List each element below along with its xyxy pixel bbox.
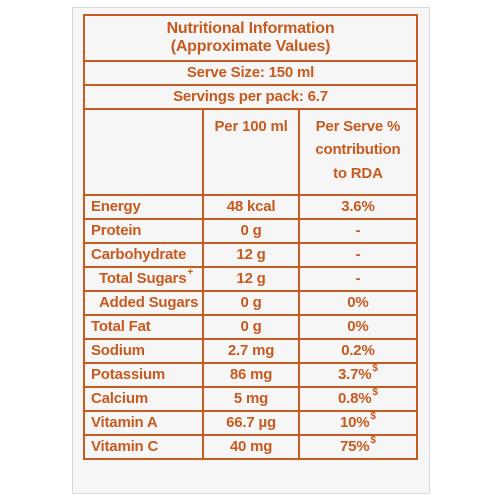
rda-value: 0%: [297, 314, 419, 340]
nutrient-name: Protein: [82, 218, 205, 244]
servings-per-pack: Servings per pack: 6.7: [83, 84, 418, 110]
nutrition-table: Nutritional Information (Approximate Val…: [82, 14, 419, 460]
column-header-per-serve-line2: contribution: [315, 141, 401, 159]
table-row: Energy 48 kcal 3.6%: [82, 194, 419, 220]
per-100ml-value: 12 g: [202, 242, 300, 268]
table-row: Calcium 5 mg 0.8%$: [82, 386, 419, 412]
per-100ml-value: 12 g: [202, 266, 300, 292]
nutrient-name: Vitamin A: [82, 410, 205, 436]
column-header-per-serve: Per Serve % contribution to RDA: [297, 108, 419, 196]
title-cell: Nutritional Information (Approximate Val…: [83, 14, 418, 62]
rda-value: 3.6%: [297, 194, 419, 220]
nutrient-name: Total Fat: [82, 314, 205, 340]
nutrient-name: Sodium: [82, 338, 205, 364]
nutrient-name: Potassium: [82, 362, 205, 388]
nutrient-name: Calcium: [82, 386, 205, 412]
table-row: Carbohydrate 12 g -: [82, 242, 419, 268]
table-row: Added Sugars 0 g 0%: [82, 290, 419, 316]
serve-size: Serve Size: 150 ml: [83, 60, 418, 86]
rda-value: -: [297, 242, 419, 268]
rda-value: 0.2%: [297, 338, 419, 364]
per-100ml-value: 5 mg: [202, 386, 300, 412]
table-row: Vitamin A 66.7 µg 10%$: [82, 410, 419, 436]
nutrient-name: Vitamin C: [82, 434, 205, 460]
footnote-mark: $: [372, 362, 378, 374]
footnote-mark: +: [187, 266, 193, 278]
nutrient-name: Energy: [82, 194, 205, 220]
column-header-row: Per 100 ml Per Serve % contribution to R…: [82, 108, 419, 196]
per-100ml-value: 40 mg: [202, 434, 300, 460]
table-row: Sodium 2.7 mg 0.2%: [82, 338, 419, 364]
table-row: Total Sugars+ 12 g -: [82, 266, 419, 292]
serve-size-row: Serve Size: 150 ml: [83, 60, 418, 86]
column-header-per-serve-line3: to RDA: [333, 164, 383, 182]
rda-value: -: [297, 218, 419, 244]
nutrient-name: Carbohydrate: [82, 242, 205, 268]
per-100ml-value: 0 g: [202, 218, 300, 244]
column-header-per100: Per 100 ml: [202, 108, 300, 196]
table-row: Total Fat 0 g 0%: [82, 314, 419, 340]
rda-value: 75%: [339, 437, 370, 455]
table-row: Vitamin C 40 mg 75%$: [82, 434, 419, 460]
rda-value: 0%: [297, 290, 419, 316]
nutrient-name-cell: Total Sugars+: [82, 266, 205, 292]
footnote-mark: $: [370, 434, 376, 446]
per-100ml-value: 66.7 µg: [202, 410, 300, 436]
rda-value: 10%: [339, 413, 370, 431]
per-100ml-value: 2.7 mg: [202, 338, 300, 364]
rda-value-cell: 0.8%$: [297, 386, 419, 412]
servings-row: Servings per pack: 6.7: [83, 84, 418, 110]
column-header-per-serve-line1: Per Serve %: [315, 118, 401, 135]
table-row: Potassium 86 mg 3.7%$: [82, 362, 419, 388]
table-title: Nutritional Information: [166, 19, 335, 37]
rda-value-cell: 75%$: [297, 434, 419, 460]
per-100ml-value: 86 mg: [202, 362, 300, 388]
rda-value: -: [297, 266, 419, 292]
rda-value-cell: 3.7%$: [297, 362, 419, 388]
footnote-mark: $: [372, 386, 378, 398]
rda-value-cell: 10%$: [297, 410, 419, 436]
nutrient-name: Total Sugars: [99, 269, 187, 287]
per-100ml-value: 0 g: [202, 314, 300, 340]
column-header-blank: [82, 108, 205, 196]
per-100ml-value: 0 g: [202, 290, 300, 316]
nutrient-name: Added Sugars: [82, 290, 205, 316]
title-row: Nutritional Information (Approximate Val…: [83, 14, 418, 62]
rda-value: 3.7%: [338, 365, 372, 383]
rda-value: 0.8%: [338, 389, 372, 407]
footnote-mark: $: [370, 410, 376, 422]
per-100ml-value: 48 kcal: [202, 194, 300, 220]
table-row: Protein 0 g -: [82, 218, 419, 244]
table-subtitle: (Approximate Values): [170, 38, 331, 55]
